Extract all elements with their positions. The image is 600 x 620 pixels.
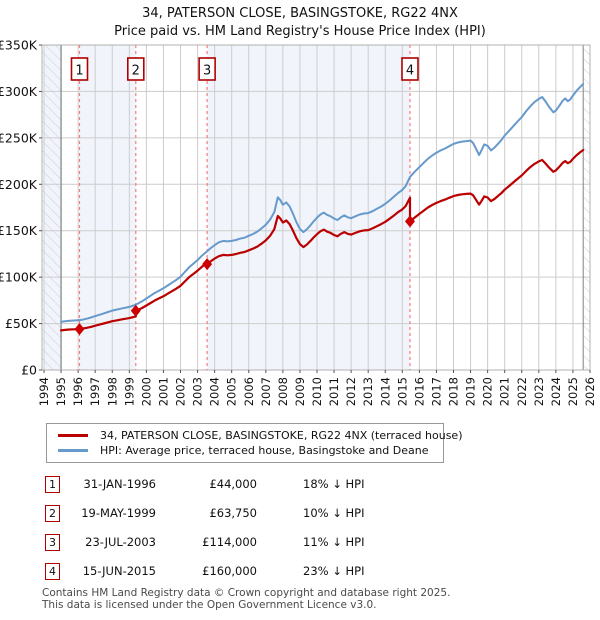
sale-price: £114,000 <box>202 535 257 549</box>
sale-flag: 1 <box>70 57 89 81</box>
page-subtitle: Price paid vs. HM Land Registry's House … <box>114 24 486 39</box>
sale-hpi-delta: 10% ↓ HPI <box>303 506 365 520</box>
sale-flag: 2 <box>126 57 145 81</box>
x-tick-label: 1998 <box>105 377 119 406</box>
sale-marker-diamond <box>404 215 415 228</box>
sale-price: £63,750 <box>209 506 257 520</box>
sale-row-4: 4 15-JUN-2015 £160,000 23% ↓ HPI <box>0 563 600 581</box>
x-tick-label: 2012 <box>344 377 358 406</box>
x-tick-label: 2001 <box>156 377 170 406</box>
x-tick-label: 2015 <box>395 377 409 406</box>
svg-text:4: 4 <box>406 64 414 79</box>
x-tick-label: 2021 <box>498 377 512 406</box>
price-line-swatch <box>58 434 88 437</box>
legend-label-hpi: HPI: Average price, terraced house, Basi… <box>100 444 429 457</box>
x-tick-label: 2025 <box>566 377 580 406</box>
legend-label-price: 34, PATERSON CLOSE, BASINGSTOKE, RG22 4N… <box>100 429 463 442</box>
sale-date: 31-JAN-1996 <box>83 477 157 491</box>
y-tick-label: £50K <box>5 316 38 331</box>
sale-price: £44,000 <box>209 477 257 491</box>
sale-flag: 3 <box>198 57 216 81</box>
sale-number-badge: 2 <box>45 505 60 522</box>
x-tick-label: 2006 <box>242 377 256 406</box>
sale-marker-diamond <box>130 304 141 317</box>
x-tick-label: 2024 <box>549 377 563 406</box>
x-tick-label: 2007 <box>259 377 273 406</box>
ownership-period-band <box>79 45 136 370</box>
footer-licence: This data is licensed under the Open Gov… <box>42 599 377 611</box>
x-tick-label: 2011 <box>327 377 341 406</box>
sale-number-badge: 4 <box>45 563 60 580</box>
x-tick-label: 2026 <box>583 377 597 406</box>
x-tick-label: 2020 <box>481 377 495 406</box>
x-tick-label: 1996 <box>71 377 85 406</box>
x-tick-label: 2016 <box>412 377 426 406</box>
sale-row-2: 2 19-MAY-1999 £63,750 10% ↓ HPI <box>0 505 600 523</box>
x-tick-label: 1995 <box>54 377 68 406</box>
y-tick-label: £250K <box>0 130 38 145</box>
sale-number-badge: 3 <box>45 534 60 551</box>
x-tick-label: 2003 <box>191 377 205 406</box>
footer-copyright: Contains HM Land Registry data © Crown c… <box>42 587 451 599</box>
sale-marker-diamond <box>74 323 85 336</box>
y-tick-label: £350K <box>0 38 38 53</box>
no-data-hatch-right <box>583 45 590 370</box>
hpi-line-swatch <box>58 449 88 452</box>
ownership-period-band <box>207 45 410 370</box>
x-tick-label: 2009 <box>293 377 307 406</box>
y-tick-label: £200K <box>0 177 38 192</box>
svg-text:1: 1 <box>75 64 83 79</box>
no-data-hatch-left <box>42 45 62 370</box>
x-tick-label: 1997 <box>88 377 102 406</box>
sale-date: 19-MAY-1999 <box>81 506 156 520</box>
plot-border <box>41 44 591 371</box>
y-tick-label: £0 <box>21 363 37 378</box>
x-tick-label: 2014 <box>378 377 392 406</box>
sale-marker-diamond <box>202 258 213 271</box>
x-tick-label: 2019 <box>464 377 478 406</box>
y-tick-label: £150K <box>0 223 38 238</box>
price-chart: 1 2 3 4 £0 £50K £100K £150K £200K £250K £300K £350K… <box>0 38 597 407</box>
y-tick-label: £100K <box>0 270 38 285</box>
x-tick-label: 2023 <box>532 377 546 406</box>
hpi-line <box>60 83 585 323</box>
legend-row-price: 34, PATERSON CLOSE, BASINGSTOKE, RG22 4N… <box>47 428 462 443</box>
x-tick-label: 2013 <box>361 377 375 406</box>
sale-row-3: 3 23-JUL-2003 £114,000 11% ↓ HPI <box>0 534 600 552</box>
x-tick-label: 1994 <box>37 377 51 406</box>
sale-hpi-delta: 11% ↓ HPI <box>303 535 365 549</box>
sale-flag: 4 <box>401 57 419 81</box>
x-tick-label: 2022 <box>515 377 529 406</box>
x-tick-label: 2010 <box>310 377 324 406</box>
sale-date: 23-JUL-2003 <box>85 535 156 549</box>
svg-text:3: 3 <box>203 64 211 79</box>
x-tick-label: 2004 <box>208 377 222 406</box>
legend-row-hpi: HPI: Average price, terraced house, Basi… <box>47 443 443 458</box>
sale-hpi-delta: 18% ↓ HPI <box>303 477 365 491</box>
x-tick-label: 2005 <box>225 377 239 406</box>
x-tick-label: 2017 <box>429 377 443 406</box>
x-tick-label: 2002 <box>174 377 188 406</box>
chart-legend: 34, PATERSON CLOSE, BASINGSTOKE, RG22 4N… <box>46 423 462 463</box>
sale-hpi-delta: 23% ↓ HPI <box>303 564 365 578</box>
x-tick-label: 2000 <box>139 377 153 406</box>
price-paid-line <box>60 148 585 332</box>
x-tick-label: 2018 <box>447 377 461 406</box>
x-tick-label: 2008 <box>276 377 290 406</box>
sale-price: £160,000 <box>202 564 257 578</box>
svg-text:2: 2 <box>132 64 140 79</box>
page-title: 34, PATERSON CLOSE, BASINGSTOKE, RG22 4N… <box>142 6 458 21</box>
sale-number-badge: 1 <box>45 476 60 493</box>
x-tick-label: 1999 <box>122 377 136 406</box>
sale-row-1: 1 31-JAN-1996 £44,000 18% ↓ HPI <box>0 476 600 494</box>
sale-date: 15-JUN-2015 <box>82 564 156 578</box>
y-tick-label: £300K <box>0 84 38 99</box>
